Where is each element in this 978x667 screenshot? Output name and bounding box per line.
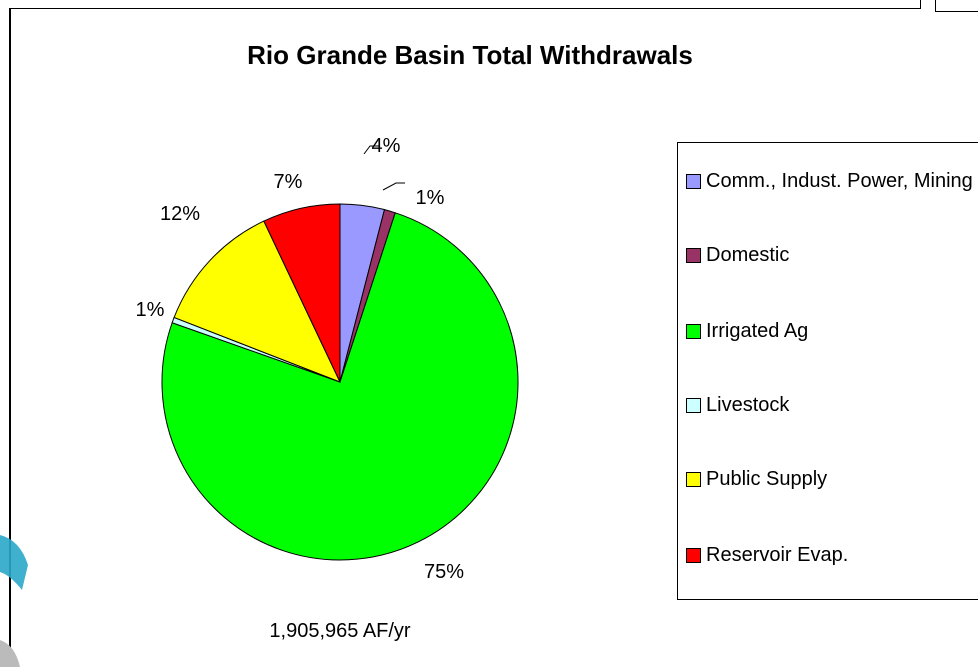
pie-slice-public-supply (173, 220, 341, 383)
chart-title: Rio Grande Basin Total Withdrawals (247, 40, 693, 70)
background-logo-fragment (0, 535, 28, 667)
legend-swatch (686, 472, 701, 487)
plot-border-right (920, 0, 921, 9)
pie-slice-irrigated-ag (161, 212, 519, 561)
legend-item: Livestock (686, 392, 978, 418)
pie-data-label: 12% (160, 203, 200, 225)
pie-data-label: 7% (274, 171, 303, 193)
edge-line-right (935, 0, 936, 12)
legend-label: Irrigated Ag (706, 320, 809, 342)
plot-border-left (9, 8, 11, 667)
pie-data-label: 1% (136, 299, 165, 321)
legend-swatch (686, 174, 701, 189)
legend-item: Reservoir Evap. (686, 542, 978, 568)
legend-item: Public Supply (686, 466, 978, 492)
legend-swatch (686, 248, 701, 263)
pie-data-label: 1% (416, 187, 445, 209)
pie-label-leader-line (382, 182, 405, 191)
legend-label: Public Supply (706, 468, 828, 490)
legend-swatch (686, 324, 701, 339)
legend-item: Irrigated Ag (686, 318, 978, 344)
pie-data-label: 75% (424, 561, 464, 583)
pie-label-leader-line (363, 145, 379, 155)
legend: Comm., Indust. Power, Mining Domestic Irri… (677, 142, 978, 600)
edge-line-top (935, 11, 978, 12)
legend-swatch (686, 398, 701, 413)
legend-label: Comm., Indust. Power, Mining (706, 170, 973, 192)
chart-total-annotation: 1,905,965 AF/yr (269, 620, 411, 642)
plot-border-top (9, 8, 921, 9)
legend-label: Reservoir Evap. (706, 544, 849, 566)
pie-slice-reservoir-evap (263, 203, 341, 383)
pie-data-label: 4% (372, 135, 401, 157)
legend-swatch (686, 548, 701, 563)
legend-label: Domestic (706, 244, 790, 266)
legend-label: Livestock (706, 394, 790, 416)
legend-item: Comm., Indust. Power, Mining (686, 168, 978, 194)
legend-item: Domestic (686, 242, 978, 268)
